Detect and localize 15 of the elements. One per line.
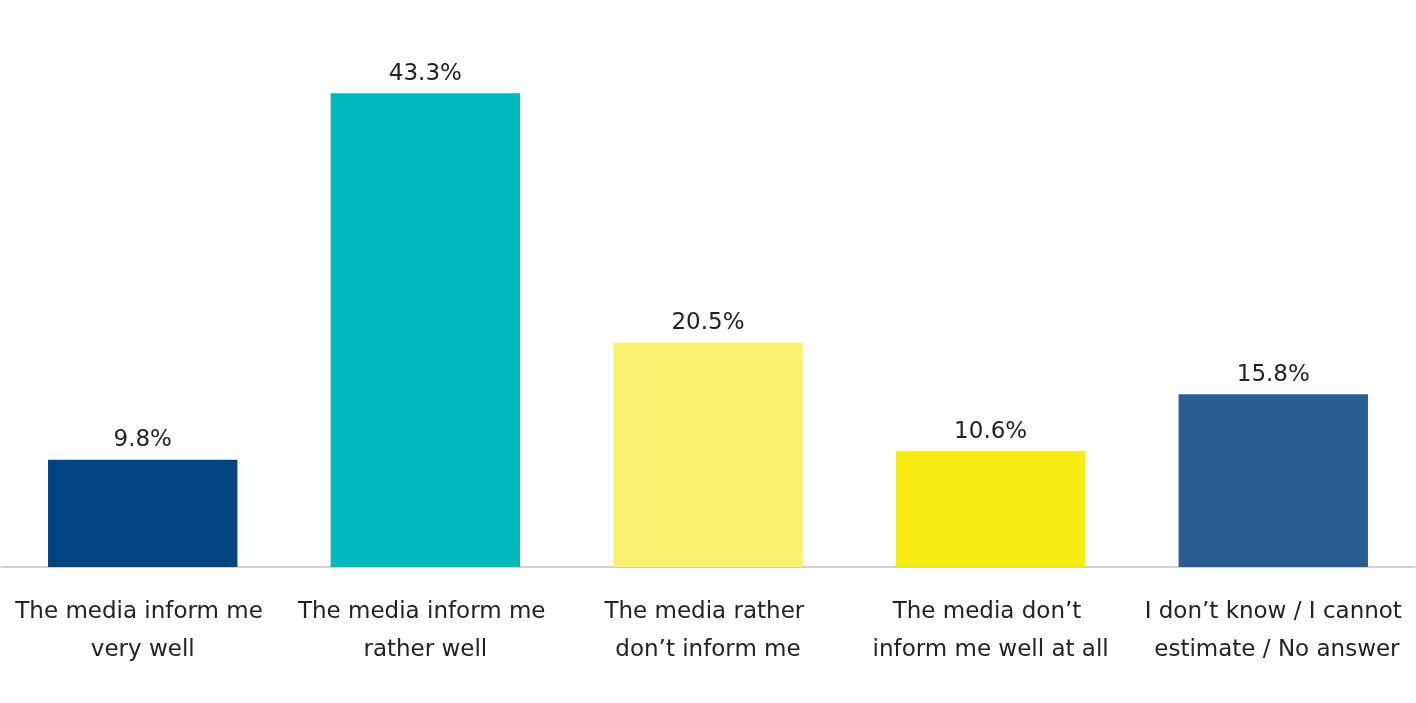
x-tick-label: The media inform me very well bbox=[14, 597, 271, 661]
data-label: 9.8% bbox=[113, 425, 172, 452]
data-label: 20.5% bbox=[671, 308, 745, 335]
x-tick-label: I don’t know / I cannot estimate / No answer bbox=[1144, 597, 1402, 661]
bar bbox=[330, 93, 521, 567]
bar bbox=[1178, 394, 1368, 567]
x-tick-label: The media don’t inform me well at all bbox=[872, 597, 1109, 661]
x-tick-label: The media inform me rather well bbox=[296, 597, 553, 661]
bar bbox=[613, 342, 803, 567]
bar bbox=[895, 451, 1086, 567]
x-tick-label: The media rather don’t inform me bbox=[603, 597, 812, 661]
data-label: 15.8% bbox=[1236, 359, 1310, 386]
data-label: 43.3% bbox=[388, 58, 462, 85]
bar bbox=[48, 459, 238, 567]
data-label: 10.6% bbox=[954, 416, 1028, 443]
